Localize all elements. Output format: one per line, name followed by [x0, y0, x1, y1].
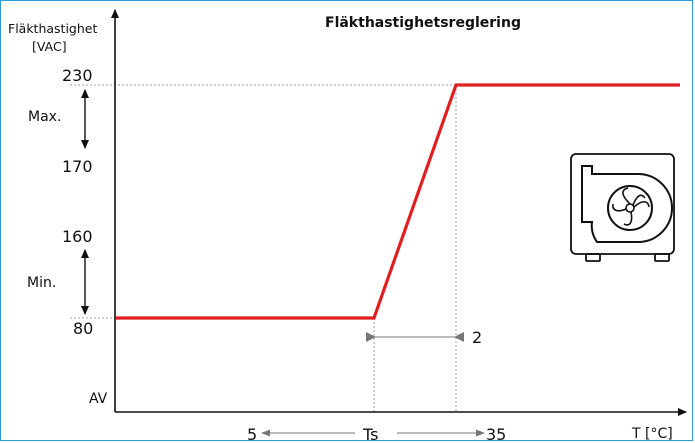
band-dimension: [366, 332, 464, 342]
x-axis-label: T [°C]: [631, 426, 673, 442]
x-value-low: 5: [247, 425, 257, 443]
y-value-off: AV: [89, 391, 108, 407]
band-arrow-left: [366, 332, 376, 342]
speed-curve: [116, 83, 680, 320]
min-range-label: Min.: [27, 275, 56, 291]
y-axis-label-line1: Fläkthastighet: [8, 21, 97, 36]
y-value-230: 230: [62, 66, 93, 85]
fan-unit-icon: [570, 153, 675, 262]
y-value-160: 160: [62, 227, 93, 246]
band-arrow-right: [454, 332, 464, 342]
max-range-label: Max.: [28, 109, 61, 125]
x-value-mid: Ts: [362, 425, 378, 443]
y-axis-label-line2: [VAC]: [32, 39, 67, 54]
y-value-80: 80: [73, 319, 93, 338]
x-value-high: 35: [486, 425, 506, 443]
guide-lines: [70, 84, 457, 412]
y-value-170: 170: [62, 157, 93, 176]
diagram-title: Fläkthastighetsreglering: [325, 15, 521, 31]
band-label: 2: [472, 328, 482, 347]
